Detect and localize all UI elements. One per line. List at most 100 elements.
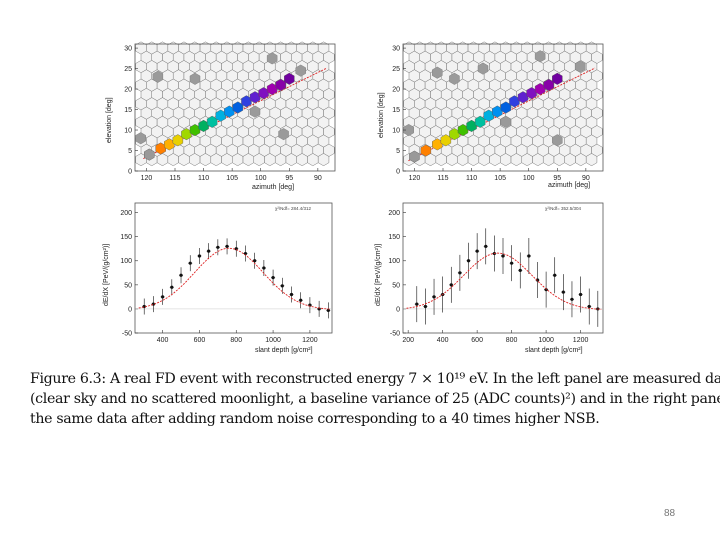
plot-frame <box>134 43 336 172</box>
noise-pixel <box>449 72 460 85</box>
x-tick-label: 115 <box>437 175 448 182</box>
x-tick-label: 95 <box>285 175 293 182</box>
x-tick-label: 90 <box>314 175 322 182</box>
y-ticks: 0 5 10 15 20 25 30 <box>124 45 138 175</box>
noise-pixel <box>249 105 261 118</box>
data-point <box>544 288 548 292</box>
x-tick-label: 800 <box>230 337 242 344</box>
x-tick-label: 95 <box>553 175 561 182</box>
noise-pixel <box>278 128 289 141</box>
data-point <box>423 304 428 309</box>
y-tick-label: 0 <box>128 168 132 175</box>
x-tick-label: 90 <box>582 175 590 182</box>
data-point <box>262 266 266 270</box>
y-tick-label: -50 <box>390 330 400 337</box>
x-tick-label: 1200 <box>302 337 318 344</box>
x-tick-label: 110 <box>466 175 477 182</box>
y-tick-label: 15 <box>124 107 132 114</box>
plot-frame <box>402 43 604 172</box>
y-axis-label: dE/dX [PeV/(g/cm²)] <box>103 244 110 306</box>
data-point <box>458 271 462 275</box>
noise-pixel <box>403 123 414 137</box>
data-point <box>170 285 174 289</box>
noise-pixel <box>432 66 443 79</box>
pixel-track <box>403 50 596 163</box>
x-tick-label: 120 <box>409 175 421 182</box>
y-tick-label: 30 <box>124 45 132 52</box>
data-point <box>280 284 284 288</box>
y-tick-label: 200 <box>120 210 132 217</box>
plot-frame <box>134 202 333 334</box>
data-point <box>253 259 257 263</box>
data-point <box>271 276 275 280</box>
fit-label: χ²/Ndf= 284.4/312 <box>275 206 312 211</box>
data-point <box>225 244 229 248</box>
data-point <box>197 254 202 258</box>
profile-ticks: -50 0 50 100 150 200 400 600 800 1000 1200 <box>120 210 317 344</box>
noise-pixel <box>500 115 512 128</box>
x-tick-label: 120 <box>141 175 153 182</box>
data-point <box>326 308 330 312</box>
data-point <box>510 261 514 265</box>
data-point <box>587 304 591 309</box>
noise-pixel <box>266 52 278 65</box>
y-tick-label: -50 <box>122 330 132 337</box>
y-tick-label: 5 <box>128 148 132 155</box>
profile-points <box>403 228 603 327</box>
data-point <box>484 244 488 248</box>
y-tick-label: 30 <box>392 45 400 52</box>
x-tick-label: 800 <box>506 337 518 344</box>
y-tick-label: 0 <box>396 168 400 175</box>
y-tick-label: 0 <box>128 306 132 313</box>
x-tick-label: 1000 <box>265 337 281 344</box>
noise-pixel <box>552 134 563 147</box>
data-point <box>570 297 574 301</box>
data-point <box>289 292 294 297</box>
x-axis-label: slant depth [g/cm²] <box>525 347 583 354</box>
x-tick-label: 115 <box>169 175 180 182</box>
y-tick-label: 15 <box>392 107 400 114</box>
x-tick-label: 100 <box>523 175 535 182</box>
data-point <box>216 245 220 249</box>
data-point <box>432 295 436 299</box>
fit-curve <box>138 247 331 310</box>
data-point <box>299 298 303 302</box>
y-tick-label: 50 <box>124 282 132 289</box>
x-tick-label: 110 <box>198 175 209 182</box>
track-pixel <box>144 148 155 161</box>
y-axis-label: dE/dX [PeV/(g/cm²)] <box>375 244 382 306</box>
x-tick-label: 400 <box>157 337 169 344</box>
noise-pixel <box>189 72 201 85</box>
x-tick-label: 105 <box>494 175 506 182</box>
data-point <box>188 261 192 265</box>
data-point <box>161 295 165 299</box>
data-point <box>415 302 419 306</box>
noise-pixel <box>295 64 306 77</box>
y-ticks: 0 5 10 15 20 25 30 <box>392 45 406 175</box>
y-tick-label: 25 <box>124 66 132 73</box>
x-tick-label: 200 <box>402 337 414 344</box>
pixel-track <box>135 52 328 161</box>
noise-pixel <box>574 60 586 73</box>
fit-label: χ²/Ndf= 352.5/304 <box>545 206 582 211</box>
data-point <box>466 259 471 263</box>
caption-line: (clear sky and no scattered moonlight, a… <box>30 391 720 407</box>
x-tick-label: 600 <box>194 337 206 344</box>
y-tick-label: 20 <box>392 86 400 93</box>
noise-pixel <box>534 50 546 63</box>
y-tick-label: 150 <box>120 234 132 241</box>
camera-view-left: 0 5 10 15 20 25 30 120 115 110 105 100 95 90 azimuth… <box>106 41 336 191</box>
y-tick-label: 100 <box>388 258 400 265</box>
page-number: 88 <box>664 508 676 519</box>
y-tick-label: 150 <box>388 234 400 241</box>
plot-frame <box>402 202 604 334</box>
data-point <box>535 278 540 282</box>
caption-line: the same data after adding random noise … <box>30 411 600 427</box>
data-point <box>518 268 522 273</box>
y-tick-label: 50 <box>392 282 400 289</box>
x-tick-label: 1200 <box>573 337 589 344</box>
track-pixel <box>420 144 432 157</box>
track-pixel <box>552 72 563 85</box>
y-tick-label: 100 <box>120 258 132 265</box>
data-point <box>527 254 531 258</box>
